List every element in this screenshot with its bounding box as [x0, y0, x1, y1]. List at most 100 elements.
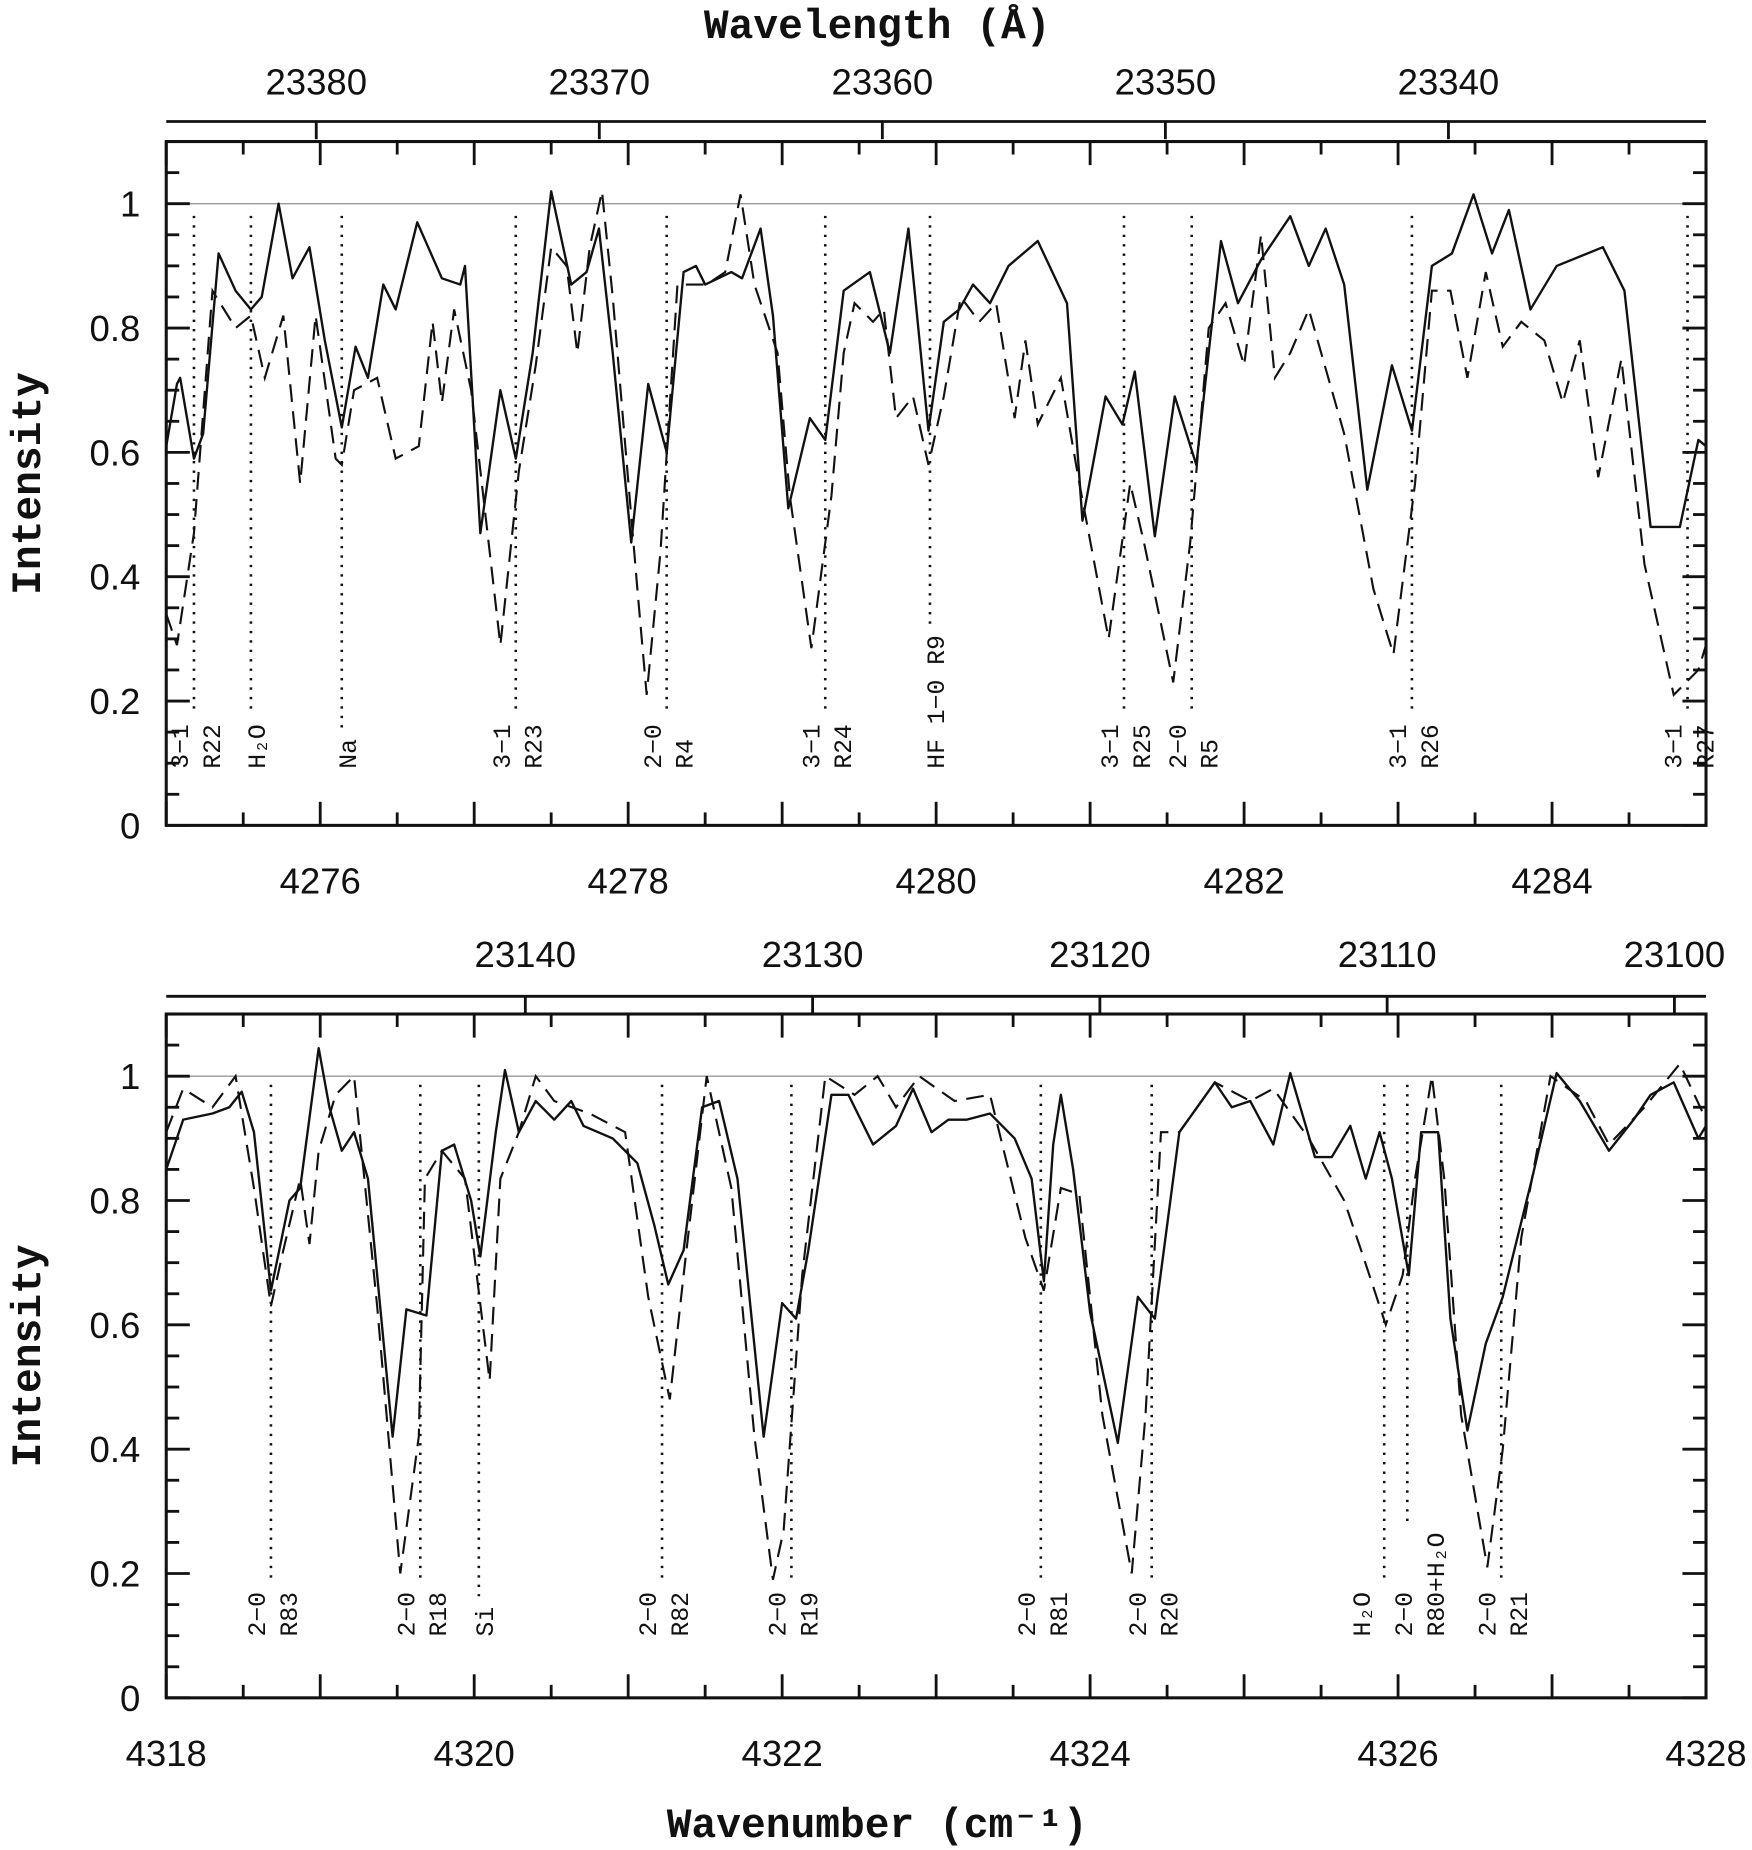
y-axis-title: Intensity — [7, 372, 53, 595]
line-marker-group: 3−1 R24 — [799, 215, 859, 769]
line-marker-group: Na — [336, 215, 364, 769]
wavelength-tick-label: 23100 — [1624, 934, 1726, 975]
y-tick-label: 0 — [120, 1678, 140, 1719]
line-marker-group: 2−0 R80+H₂O — [1392, 1084, 1452, 1637]
line-marker-group: HF 1−0 R9 — [924, 215, 952, 769]
line-label: R18 — [426, 1592, 454, 1637]
line-marker-group: 2−0 R19 — [765, 1084, 825, 1637]
y-tick-label: 0.2 — [90, 681, 141, 722]
line-marker-group: 2−0 R82 — [636, 1084, 696, 1637]
line-marker-group: 2−0 R81 — [1015, 1084, 1075, 1637]
x-axis-title: Wavenumber (cm⁻¹) — [667, 1804, 1088, 1850]
y-tick-label: 0.4 — [90, 1429, 141, 1470]
line-label: 2−0 — [1166, 724, 1194, 769]
wavelength-tick-label: 23140 — [475, 934, 577, 975]
line-marker-group: Si — [473, 1084, 501, 1637]
line-marker-group: 2−0 R4 — [641, 215, 701, 769]
line-marker-group: 3−1 R22 — [168, 215, 228, 769]
y-tick-label: 0 — [120, 805, 140, 846]
wavelength-tick-label: 23120 — [1049, 934, 1151, 975]
wavelength-axis-title: Wavelength (Å) — [704, 4, 1051, 51]
x-tick-label: 4328 — [1665, 1733, 1746, 1774]
line-label: R19 — [797, 1592, 825, 1637]
wavelength-tick-label: 23380 — [265, 61, 367, 102]
line-label: R81 — [1047, 1592, 1075, 1637]
line-marker-group: 3−1 R25 — [1098, 215, 1158, 769]
line-label: R82 — [668, 1592, 696, 1637]
dashed-spectrum-line — [165, 191, 1708, 697]
panel-top: 3−1 R22 H₂O Na 3−1 R23 2−0 R4 3−1 R24 HF 1−0 R9 3−1… — [7, 4, 1721, 902]
line-marker-group: 3−1 R26 — [1386, 215, 1446, 769]
line-label: 3−1 — [1662, 724, 1690, 769]
line-label: 2−0 — [765, 1592, 793, 1637]
x-tick-label: 4326 — [1357, 1733, 1438, 1774]
x-tick-label: 4322 — [742, 1733, 823, 1774]
x-tick-label: 4278 — [588, 861, 669, 902]
y-tick-label: 0.6 — [90, 1305, 141, 1346]
x-tick-label: 4280 — [895, 861, 976, 902]
line-marker-group: 2−0 R21 — [1475, 1084, 1535, 1637]
x-tick-label: 4320 — [434, 1733, 515, 1774]
line-marker-group: 2−0 R5 — [1166, 215, 1226, 769]
line-marker-group: 2−0 R20 — [1126, 1084, 1186, 1637]
x-tick-label: 4276 — [280, 861, 361, 902]
line-marker-group: H₂O — [1350, 1084, 1386, 1637]
line-label: H₂O — [1350, 1592, 1378, 1637]
line-label: R25 — [1130, 724, 1158, 769]
wavelength-tick-label: 23340 — [1398, 61, 1500, 102]
y-tick-label: 0.8 — [90, 1180, 141, 1221]
line-label: 2−0 — [1392, 1592, 1420, 1637]
line-label: R4 — [673, 739, 701, 769]
dashed-spectrum-line — [165, 1061, 1707, 1580]
wavelength-tick-label: 23360 — [832, 61, 934, 102]
line-label: R23 — [522, 724, 550, 769]
line-label: 3−1 — [1098, 724, 1126, 769]
x-tick-label: 4324 — [1049, 1733, 1130, 1774]
line-label: R20 — [1158, 1592, 1186, 1637]
line-label: R80+H₂O — [1424, 1533, 1452, 1637]
line-label: 2−0 — [1475, 1592, 1503, 1637]
wavelength-tick-label: 23350 — [1115, 61, 1217, 102]
solid-spectrum-line — [165, 190, 1707, 544]
wavelength-tick-label: 23110 — [1338, 934, 1437, 975]
line-marker-group: 2−0 R83 — [245, 1084, 305, 1637]
line-label: R21 — [1507, 1592, 1535, 1637]
x-tick-label: 4282 — [1203, 861, 1284, 902]
line-label: R83 — [277, 1592, 305, 1637]
line-label: 3−1 — [1386, 724, 1414, 769]
line-label: 2−0 — [1015, 1592, 1043, 1637]
y-tick-label: 1 — [120, 1056, 140, 1097]
line-label: 2−0 — [641, 724, 669, 769]
solid-spectrum-line — [165, 1047, 1708, 1445]
y-tick-label: 0.4 — [90, 557, 141, 598]
line-marker-group: 3−1 R23 — [490, 215, 550, 769]
wavelength-tick-label: 23130 — [762, 934, 864, 975]
panel-bottom: 2−0 R83 2−0 R18 Si 2−0 R82 2−0 R19 2−0 R81 2−0 R20 H₂… — [7, 934, 1747, 1850]
line-label: Na — [336, 739, 364, 769]
line-marker-group: H₂O — [245, 215, 273, 769]
line-label: 2−0 — [394, 1592, 422, 1637]
line-label: 3−1 — [490, 724, 518, 769]
line-marker-group: 3−1 R27 — [1662, 215, 1721, 769]
line-label: R22 — [200, 724, 228, 769]
wavelength-tick-label: 23370 — [549, 61, 651, 102]
line-label: R5 — [1198, 739, 1226, 769]
y-axis-title: Intensity — [7, 1245, 53, 1468]
x-tick-label: 4318 — [126, 1733, 207, 1774]
line-label: H₂O — [245, 724, 273, 769]
y-tick-label: 0.2 — [90, 1553, 141, 1594]
x-tick-label: 4284 — [1511, 861, 1592, 902]
line-label: 3−1 — [799, 724, 827, 769]
line-label: R26 — [1418, 724, 1446, 769]
y-tick-label: 0.6 — [90, 432, 141, 473]
line-marker-group: 2−0 R18 — [394, 1084, 454, 1637]
line-label: 2−0 — [1126, 1592, 1154, 1637]
line-label: 2−0 — [245, 1592, 273, 1637]
line-label: 2−0 — [636, 1592, 664, 1637]
y-tick-label: 1 — [120, 184, 140, 225]
line-label: HF 1−0 R9 — [924, 635, 952, 769]
line-label: R24 — [831, 724, 859, 769]
line-label: Si — [473, 1607, 501, 1637]
y-tick-label: 0.8 — [90, 308, 141, 349]
